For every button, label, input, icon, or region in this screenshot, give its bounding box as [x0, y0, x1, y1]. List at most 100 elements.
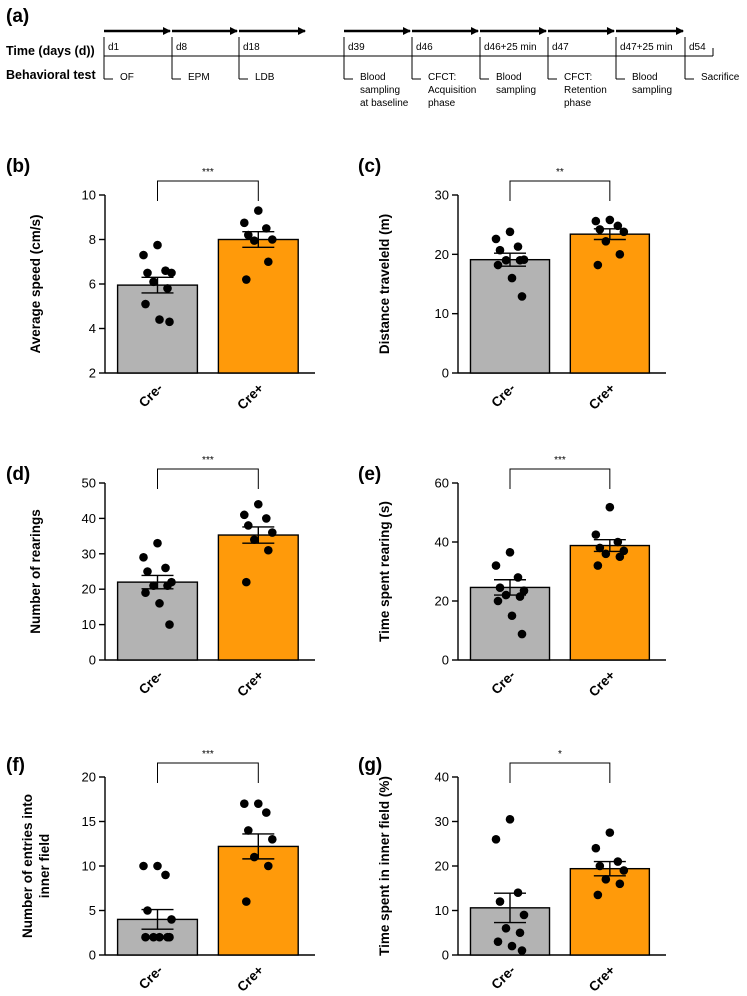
y-axis-label: Number of rearings [28, 509, 43, 634]
data-point [141, 299, 150, 309]
y-tick-label: 0 [442, 653, 449, 668]
data-point [240, 510, 249, 520]
chart-panel: (b) 2 4 6 8 10 Average speed (cm/s) Cre- Cre+ *** [6, 156, 315, 413]
data-point [264, 861, 273, 871]
y-tick-label: 30 [435, 814, 449, 829]
x-category-label: Cre+ [234, 667, 266, 699]
x-category-label: Cre- [488, 668, 518, 698]
y-axis-label: Number of entries into inner field [20, 794, 52, 938]
data-point [149, 581, 158, 590]
y-tick-label: 60 [435, 476, 449, 491]
panel-label: (g) [358, 755, 382, 776]
data-point [517, 629, 527, 639]
panel-label: (e) [358, 464, 381, 485]
y-tick-label: 30 [435, 188, 449, 203]
data-point [593, 260, 603, 270]
data-point [507, 611, 517, 621]
data-point [507, 273, 517, 283]
panel-label: (d) [6, 464, 30, 485]
y-axis-label-line: Number of entries into [20, 794, 35, 938]
data-point [513, 573, 523, 582]
significance-bracket [157, 180, 259, 201]
event-description-line: at baseline [360, 98, 409, 109]
data-point [143, 567, 152, 576]
data-point [613, 221, 623, 231]
event-description-line: sampling [360, 85, 400, 96]
x-category-label: Cre+ [234, 962, 266, 994]
data-point [495, 583, 505, 593]
y-tick-label: 2 [89, 366, 96, 381]
data-point [149, 932, 158, 942]
event-description-line: LDB [255, 72, 275, 83]
data-point [244, 521, 253, 530]
significance-stars: ** [556, 167, 564, 178]
data-point [613, 857, 623, 866]
data-point [613, 537, 623, 547]
data-point [143, 906, 152, 915]
bar-cre-plus [569, 544, 651, 661]
data-point [165, 932, 174, 942]
data-point [153, 538, 162, 548]
x-category-label: Cre+ [586, 667, 618, 699]
x-category-label: Cre- [136, 963, 166, 993]
event-day-label: d8 [176, 42, 188, 53]
event-day-label: d47+25 min [620, 42, 673, 53]
event-day-label: d46+25 min [484, 42, 537, 53]
y-axis-label: Average speed (cm/s) [28, 214, 43, 353]
data-point [493, 937, 503, 946]
bar-cre-minus [116, 284, 199, 374]
data-point [605, 828, 615, 837]
significance-bracket [157, 762, 259, 783]
data-point [501, 924, 511, 933]
chart-panel: (e) 0 20 40 60 Time spent rearing (s) Cre- Cre+… [358, 455, 666, 700]
data-point [149, 277, 158, 287]
significance-stars: * [558, 749, 562, 760]
data-point [155, 599, 164, 608]
data-point [244, 826, 253, 835]
y-axis-label: Distance traveleld (m) [377, 214, 392, 354]
y-tick-label: 6 [89, 277, 96, 292]
event-day-label: d1 [108, 42, 120, 53]
data-point [163, 284, 172, 293]
bar-cre-plus [569, 233, 651, 374]
event-day-label: d18 [243, 42, 260, 53]
data-point [242, 275, 251, 284]
data-point [153, 240, 162, 250]
data-point [493, 596, 503, 606]
data-point [601, 549, 611, 559]
data-point [505, 548, 515, 557]
data-point [268, 835, 277, 844]
data-point [491, 835, 501, 844]
data-point [491, 234, 501, 244]
data-point [139, 553, 148, 562]
event-description-line: CFCT: [428, 72, 456, 83]
data-point [591, 530, 601, 539]
x-category-label: Cre+ [234, 380, 266, 412]
y-tick-label: 0 [89, 653, 96, 668]
data-point [595, 861, 605, 871]
bar-cre-plus [217, 238, 299, 374]
y-tick-label: 50 [82, 476, 96, 491]
data-point [161, 563, 170, 573]
data-point [601, 875, 611, 884]
significance-stars: *** [554, 455, 566, 466]
data-point [517, 946, 527, 955]
data-point [505, 227, 515, 237]
event-description-line: Acquisition [428, 85, 476, 96]
event-description-line: sampling [632, 85, 672, 96]
data-point [595, 225, 605, 234]
y-tick-label: 40 [435, 770, 449, 785]
data-point [253, 499, 263, 509]
significance-stars: *** [202, 455, 214, 466]
y-tick-label: 10 [435, 306, 449, 321]
data-point [513, 888, 523, 897]
event-description-line: OF [120, 72, 134, 83]
y-axis-label-line: Time spent rearing (s) [377, 501, 392, 642]
bar-cre-plus [217, 534, 299, 661]
data-point [155, 932, 164, 942]
data-point [268, 528, 277, 537]
timeline-panel: (a) Time (days (d)) Behavioral test d1 OF… [6, 6, 740, 109]
y-tick-label: 10 [435, 903, 449, 918]
